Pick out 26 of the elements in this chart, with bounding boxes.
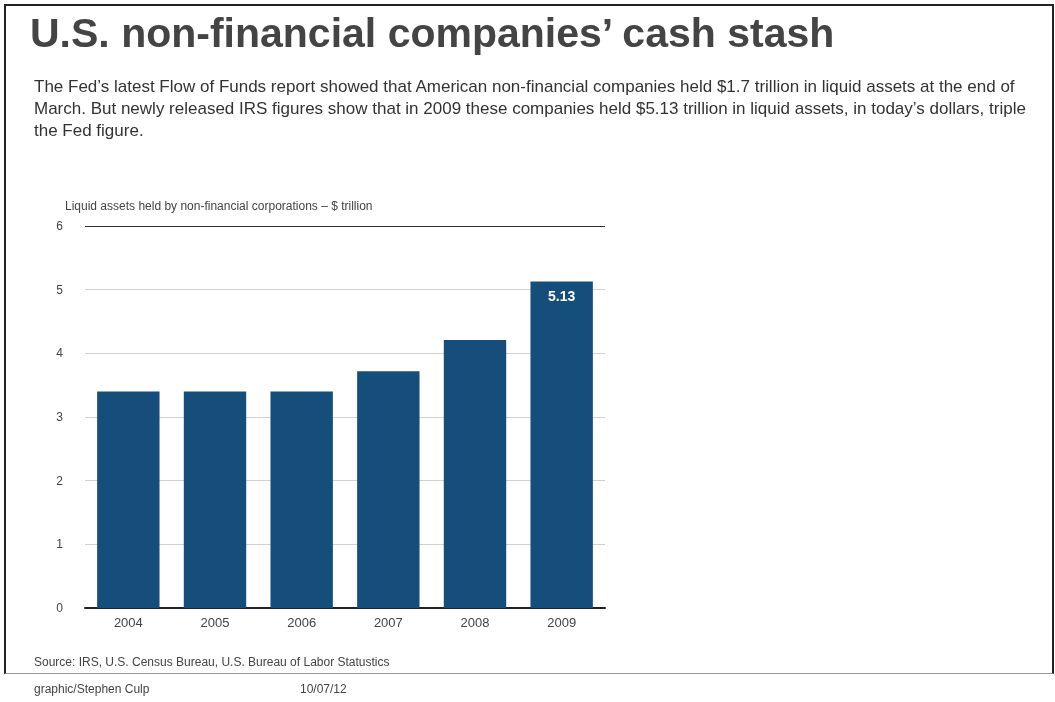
chart-subtitle: The Fed’s latest Flow of Funds report showed that American non-financial companies held $1.7 trillion in liquid assets at the end of March. But newly released IRS figures show that in 2009 these companies held $5.13 trillion in liquid assets, in today’s dollars, triple the Fed figure. (34, 76, 1027, 142)
bar (183, 391, 247, 608)
y-tick-label: 0 (56, 601, 64, 615)
bar (357, 371, 420, 608)
data-label: 5.13 (548, 288, 576, 305)
x-tick-label: 2004 (113, 615, 143, 630)
x-tick-label: 2006 (287, 615, 317, 630)
y-tick-label: 4 (56, 346, 64, 361)
x-tick-label: 2005 (200, 615, 230, 630)
y-tick-label: 3 (56, 410, 64, 424)
text: 10/07/12 (300, 682, 347, 696)
y-tick-label: 6 (56, 219, 64, 233)
source-note: Source: IRS, U.S. Census Bureau, U.S. Bureau of Labor Statustics (34, 655, 390, 669)
x-tick-label: 2007 (373, 615, 403, 630)
y-axis-title: Liquid assets held by non-financial corporations – $ trillion (65, 199, 373, 213)
bar (270, 391, 333, 608)
y-tick-label: 2 (56, 473, 64, 488)
y-tick-label: 5 (56, 282, 64, 297)
bar (530, 281, 593, 608)
bar (443, 339, 507, 608)
x-tick-label: 2009 (547, 615, 577, 630)
y-tick-label: 1 (56, 537, 64, 552)
chart-title: U.S. non-financial companies’ cash stash (30, 10, 835, 57)
x-tick-label: 2008 (460, 615, 490, 630)
bar (97, 391, 160, 608)
text: graphic/Stephen Culp (34, 682, 150, 696)
